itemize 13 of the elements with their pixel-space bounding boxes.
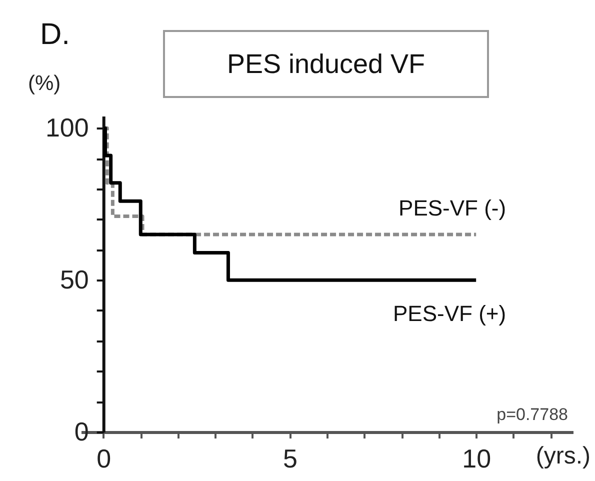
series-label: PES-VF (+): [393, 301, 506, 326]
x-tick-label: 0: [96, 444, 112, 474]
annotation: p=0.7788: [496, 405, 568, 424]
y-axis-title: (%): [28, 72, 61, 96]
text: D.: [40, 18, 70, 52]
x-tick-label: 10: [462, 444, 492, 474]
y-tick-label: 100: [45, 112, 89, 143]
y-tick-label: 50: [60, 264, 89, 295]
x-axis-title: (yrs.): [536, 442, 590, 470]
x-tick-label: 5: [282, 444, 298, 474]
series-label: PES-VF (-): [398, 196, 506, 220]
y-tick-label: 0: [74, 416, 89, 446]
chart-title: PES induced VF: [163, 30, 489, 98]
